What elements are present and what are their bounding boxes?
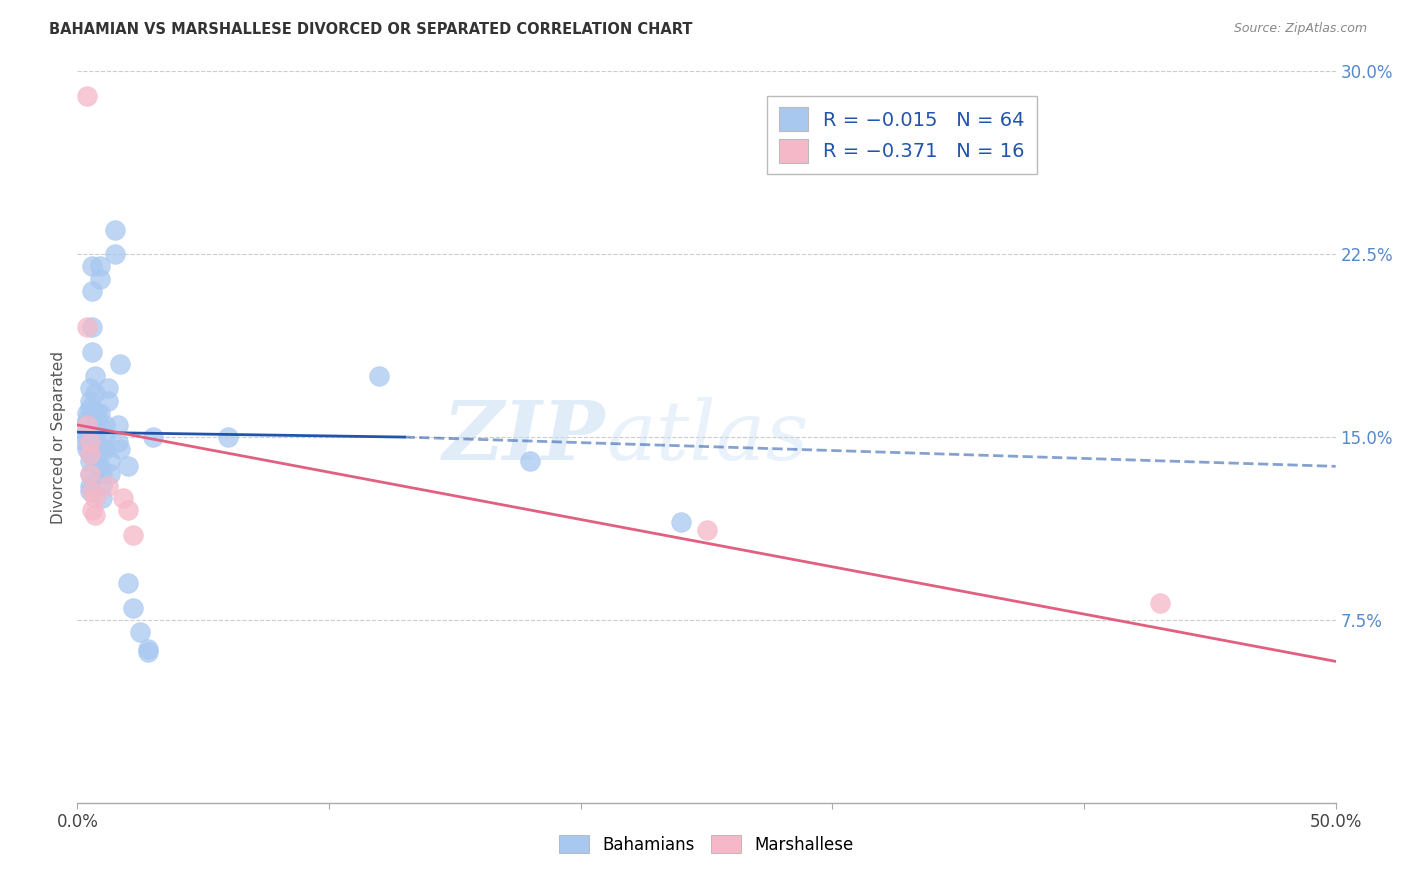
Point xyxy=(696,523,718,537)
Point xyxy=(73,417,96,432)
Point xyxy=(79,423,101,437)
Point xyxy=(86,442,108,457)
Point xyxy=(79,437,101,451)
Point xyxy=(142,430,165,444)
Point xyxy=(86,459,108,474)
Point xyxy=(82,260,104,274)
Point xyxy=(96,381,118,395)
Point xyxy=(79,401,101,415)
Point xyxy=(89,271,111,285)
Point xyxy=(98,454,121,468)
Point xyxy=(79,393,101,408)
Point xyxy=(82,503,104,517)
Text: Source: ZipAtlas.com: Source: ZipAtlas.com xyxy=(1233,22,1367,36)
Point xyxy=(84,508,107,522)
Point xyxy=(89,417,111,432)
Point xyxy=(76,430,98,444)
Point xyxy=(117,459,139,474)
Text: atlas: atlas xyxy=(606,397,808,477)
Y-axis label: Divorced or Separated: Divorced or Separated xyxy=(51,351,66,524)
Point xyxy=(82,344,104,359)
Point xyxy=(91,467,114,481)
Point xyxy=(79,483,101,498)
Point xyxy=(117,503,139,517)
Point xyxy=(89,442,111,457)
Point xyxy=(82,284,104,298)
Point xyxy=(98,467,121,481)
Point xyxy=(136,642,159,657)
Point xyxy=(79,381,101,395)
Point xyxy=(73,434,96,449)
Point xyxy=(84,417,107,432)
Point xyxy=(76,413,98,427)
Point xyxy=(84,386,107,401)
Point xyxy=(86,434,108,449)
Point xyxy=(76,88,98,103)
Point xyxy=(79,447,101,461)
Point xyxy=(82,483,104,498)
Point xyxy=(1149,596,1171,610)
Point xyxy=(89,459,111,474)
Point xyxy=(91,491,114,505)
Point xyxy=(91,479,114,493)
Point xyxy=(76,427,98,442)
Text: BAHAMIAN VS MARSHALLESE DIVORCED OR SEPARATED CORRELATION CHART: BAHAMIAN VS MARSHALLESE DIVORCED OR SEPA… xyxy=(49,22,693,37)
Point xyxy=(107,417,129,432)
Point xyxy=(79,479,101,493)
Point xyxy=(108,442,131,457)
Point xyxy=(94,442,117,457)
Point xyxy=(368,369,391,384)
Point xyxy=(84,406,107,420)
Point xyxy=(94,417,117,432)
Point xyxy=(91,442,114,457)
Point xyxy=(84,491,107,505)
Point xyxy=(94,430,117,444)
Point xyxy=(86,406,108,420)
Point xyxy=(104,223,127,237)
Point xyxy=(136,645,159,659)
Point xyxy=(84,369,107,384)
Point xyxy=(79,454,101,468)
Point xyxy=(671,516,693,530)
Point xyxy=(89,260,111,274)
Point xyxy=(96,393,118,408)
Point xyxy=(111,491,134,505)
Point xyxy=(217,430,239,444)
Legend: R = −0.015   N = 64, R = −0.371   N = 16: R = −0.015 N = 64, R = −0.371 N = 16 xyxy=(768,95,1036,174)
Point xyxy=(76,417,98,432)
Point xyxy=(79,447,101,461)
Point xyxy=(104,247,127,261)
Point xyxy=(129,625,152,640)
Point xyxy=(76,406,98,420)
Point xyxy=(121,527,143,541)
Point xyxy=(76,320,98,334)
Point xyxy=(107,434,129,449)
Point xyxy=(79,467,101,481)
Point xyxy=(79,434,101,449)
Point xyxy=(76,442,98,457)
Point xyxy=(108,357,131,371)
Point xyxy=(79,467,101,481)
Point xyxy=(519,454,541,468)
Point xyxy=(117,576,139,591)
Point xyxy=(79,410,101,425)
Point xyxy=(82,320,104,334)
Text: ZIP: ZIP xyxy=(443,397,606,477)
Point xyxy=(96,479,118,493)
Point xyxy=(89,406,111,420)
Point xyxy=(121,600,143,615)
